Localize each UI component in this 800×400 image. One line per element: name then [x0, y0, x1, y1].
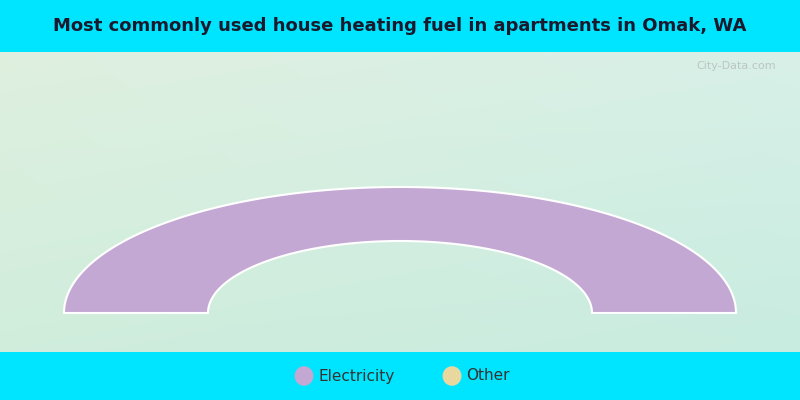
Ellipse shape [295, 367, 313, 385]
Ellipse shape [443, 367, 461, 385]
Text: Electricity: Electricity [318, 368, 394, 384]
Polygon shape [64, 187, 736, 313]
Text: City-Data.com: City-Data.com [696, 61, 776, 71]
Text: Most commonly used house heating fuel in apartments in Omak, WA: Most commonly used house heating fuel in… [54, 17, 746, 35]
Text: Other: Other [466, 368, 510, 384]
